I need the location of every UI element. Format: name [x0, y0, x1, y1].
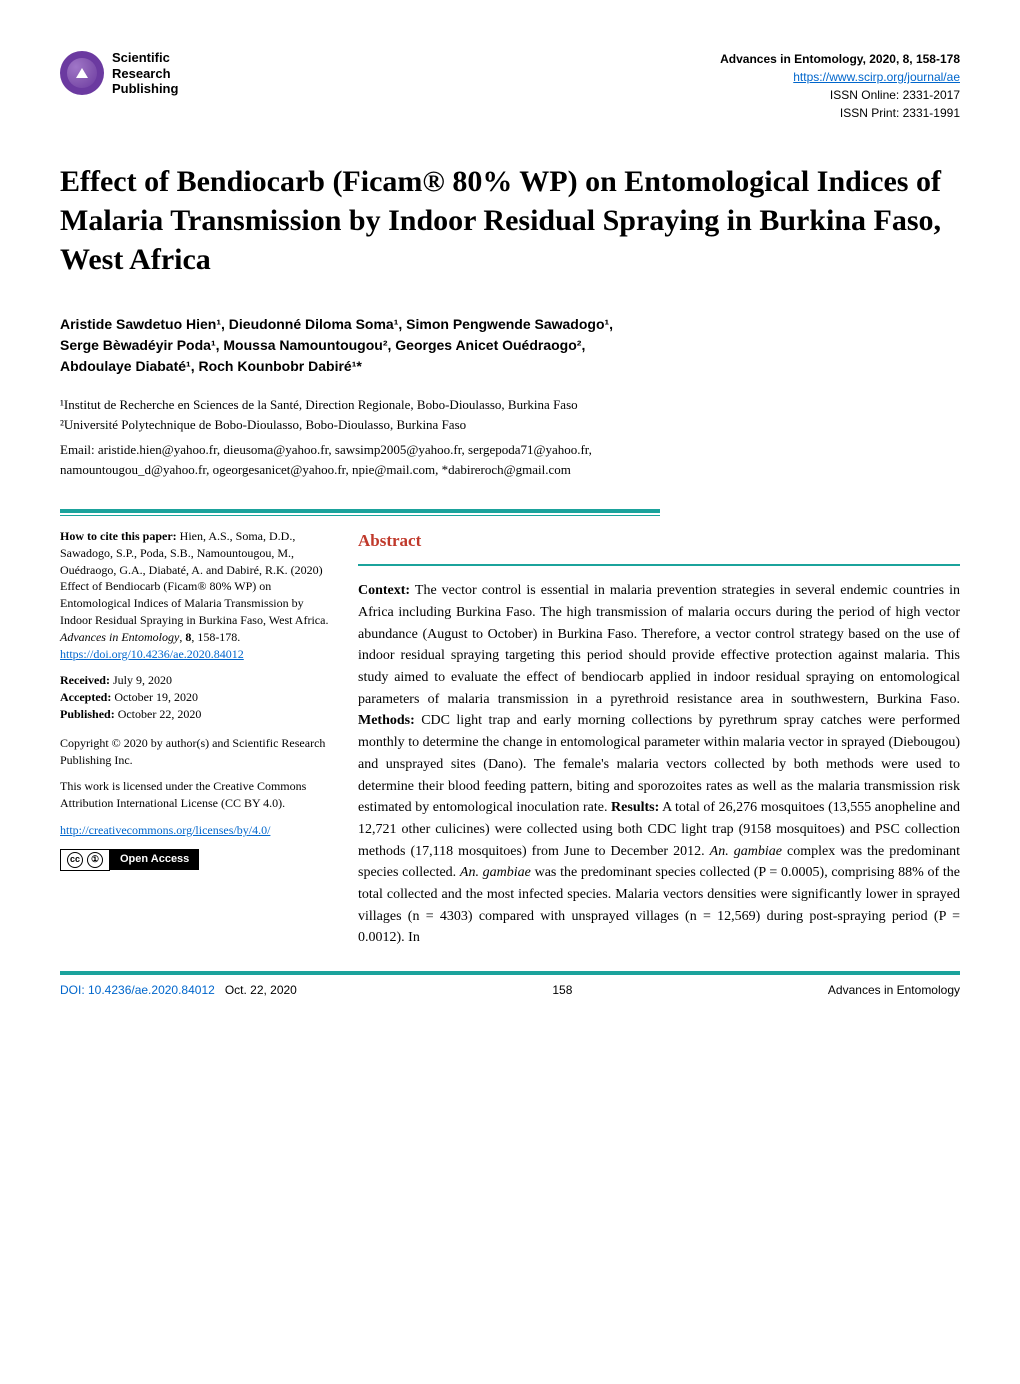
publisher-name-line2: Research — [112, 66, 178, 82]
copyright-line2: This work is licensed under the Creative… — [60, 778, 330, 812]
emails-block: Email: aristide.hien@yahoo.fr, dieusoma@… — [60, 440, 960, 479]
teal-rule-abstract — [358, 564, 960, 566]
accepted-label: Accepted: — [60, 690, 111, 704]
authors-line1: Aristide Sawdetuo Hien¹, Dieudonné Dilom… — [60, 314, 960, 335]
cite-journal: Advances in Entomology — [60, 630, 179, 644]
left-column: How to cite this paper: Hien, A.S., Soma… — [60, 528, 330, 949]
open-access-badge: Open Access — [110, 849, 199, 870]
page-container: Scientific Research Publishing Advances … — [0, 0, 1020, 1037]
cc-icons: cc ① — [60, 849, 110, 871]
publisher-logo-block: Scientific Research Publishing — [60, 50, 178, 97]
header-row: Scientific Research Publishing Advances … — [60, 50, 960, 122]
right-column: Abstract Context: The vector control is … — [358, 528, 960, 949]
publisher-name-line1: Scientific — [112, 50, 178, 66]
article-title: Effect of Bendiocarb (Ficam® 80% WP) on … — [60, 162, 960, 279]
emails-line1: Email: aristide.hien@yahoo.fr, dieusoma@… — [60, 440, 960, 460]
context-text: The vector control is essential in malar… — [358, 583, 960, 706]
abstract-text: Context: The vector control is essential… — [358, 580, 960, 949]
cc-icon: cc — [67, 852, 83, 868]
teal-rule-left — [60, 509, 660, 516]
affiliation-1: ¹Institut de Recherche en Sciences de la… — [60, 395, 960, 415]
cite-label: How to cite this paper: — [60, 529, 177, 543]
published-label: Published: — [60, 707, 115, 721]
footer-left: DOI: 10.4236/ae.2020.84012 Oct. 22, 2020 — [60, 983, 297, 997]
journal-name-line: Advances in Entomology, 2020, 8, 158-178 — [720, 50, 960, 68]
two-column-body: How to cite this paper: Hien, A.S., Soma… — [60, 528, 960, 949]
cite-text1: Hien, A.S., Soma, D.D., Sawadogo, S.P., … — [60, 529, 328, 627]
license-url-link[interactable]: http://creativecommons.org/licenses/by/4… — [60, 823, 270, 837]
species-italic2: An. gambiae — [460, 865, 531, 880]
footer-journal: Advances in Entomology — [828, 983, 960, 997]
methods-label: Methods: — [358, 713, 415, 728]
issn-online: ISSN Online: 2331-2017 — [720, 86, 960, 104]
cc-badge: cc ① Open Access — [60, 849, 330, 871]
results-label: Results: — [611, 800, 659, 815]
species-italic1: An. gambiae — [710, 844, 782, 859]
dates-block: Received: July 9, 2020 Accepted: October… — [60, 672, 330, 722]
context-label: Context: — [358, 583, 410, 598]
published-value: October 22, 2020 — [115, 707, 202, 721]
authors-block: Aristide Sawdetuo Hien¹, Dieudonné Dilom… — [60, 314, 960, 377]
issn-print: ISSN Print: 2331-1991 — [720, 104, 960, 122]
accepted-value: October 19, 2020 — [111, 690, 198, 704]
received-value: July 9, 2020 — [110, 673, 172, 687]
footer-row: DOI: 10.4236/ae.2020.84012 Oct. 22, 2020… — [60, 971, 960, 997]
by-icon: ① — [87, 852, 103, 868]
emails-line2: namountougou_d@yahoo.fr, ogeorgesanicet@… — [60, 460, 960, 480]
footer-page: 158 — [552, 983, 572, 997]
affiliations-block: ¹Institut de Recherche en Sciences de la… — [60, 395, 960, 434]
publisher-name-line3: Publishing — [112, 81, 178, 97]
citation-block: How to cite this paper: Hien, A.S., Soma… — [60, 528, 330, 662]
authors-line2: Serge Bèwadéyir Poda¹, Moussa Namountoug… — [60, 335, 960, 356]
copyright-line1: Copyright © 2020 by author(s) and Scient… — [60, 735, 330, 769]
abstract-heading: Abstract — [358, 528, 960, 554]
cite-text3: , 158-178. — [191, 630, 240, 644]
affiliation-2: ²Université Polytechnique de Bobo-Dioula… — [60, 415, 960, 435]
journal-meta: Advances in Entomology, 2020, 8, 158-178… — [720, 50, 960, 122]
journal-url-link[interactable]: https://www.scirp.org/journal/ae — [793, 70, 960, 84]
publisher-logo-icon — [60, 51, 104, 95]
footer-doi: DOI: 10.4236/ae.2020.84012 — [60, 983, 215, 997]
authors-line3: Abdoulaye Diabaté¹, Roch Kounbobr Dabiré… — [60, 356, 960, 377]
received-label: Received: — [60, 673, 110, 687]
publisher-name: Scientific Research Publishing — [112, 50, 178, 97]
footer-date: Oct. 22, 2020 — [225, 983, 297, 997]
doi-link[interactable]: https://doi.org/10.4236/ae.2020.84012 — [60, 647, 244, 661]
